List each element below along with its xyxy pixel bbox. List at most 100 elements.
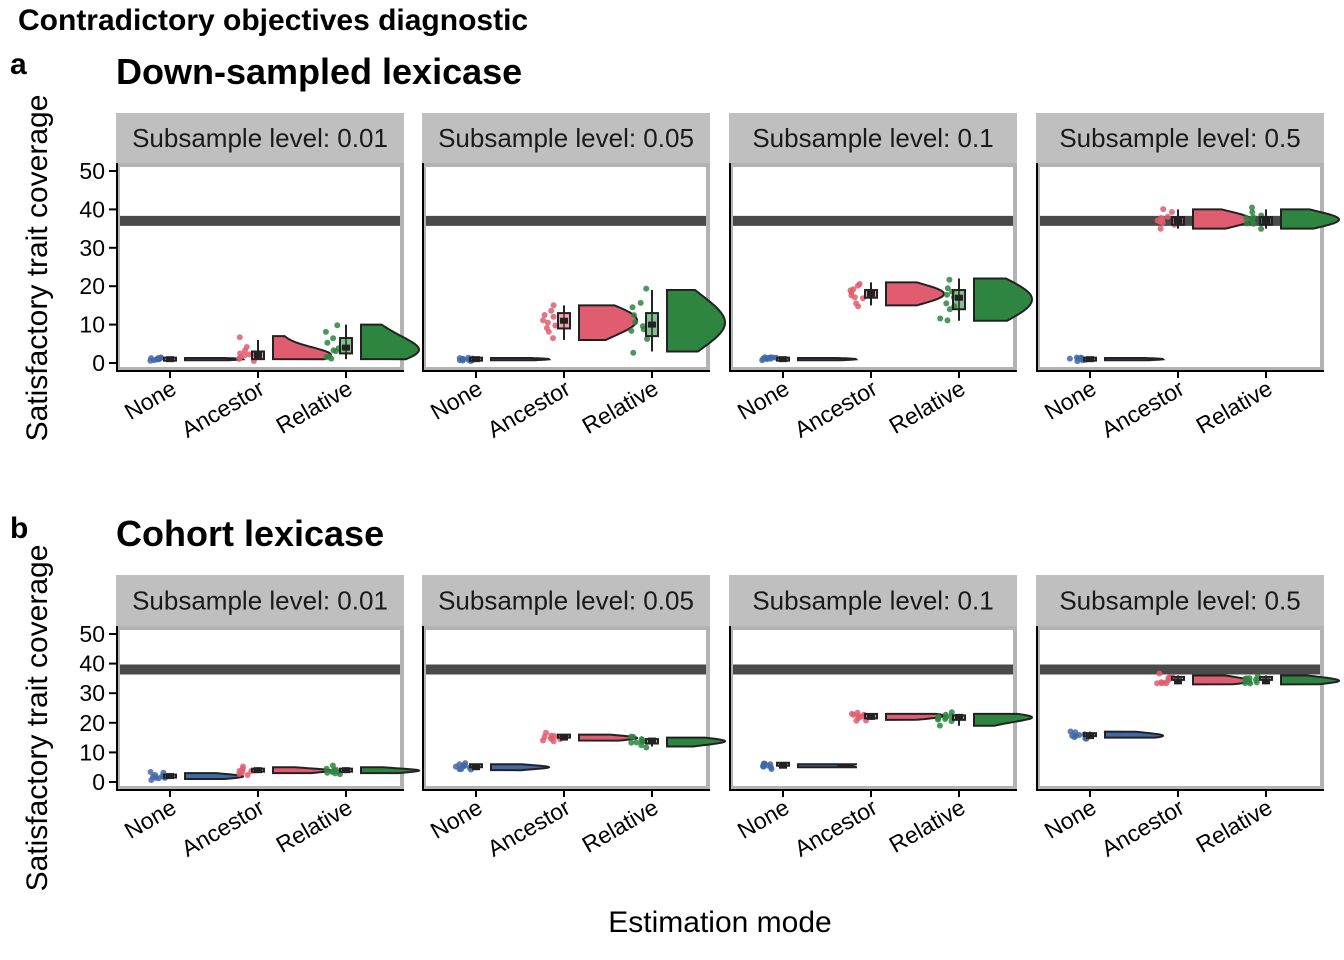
x-tick-label: Relative: [272, 375, 357, 439]
box-median: [867, 290, 875, 297]
point-relative: [944, 285, 951, 292]
point-ancestor: [544, 319, 551, 326]
point-relative: [1242, 675, 1249, 682]
point-relative: [643, 285, 650, 292]
facet-strip-label: Subsample level: 0.1: [752, 586, 993, 616]
point-none: [1078, 354, 1085, 361]
x-tick-label: Ancestor: [177, 794, 269, 862]
box-median: [342, 344, 350, 351]
point-ancestor: [541, 312, 548, 318]
panel-border: [1036, 626, 1324, 790]
point-relative: [944, 291, 950, 298]
point-relative: [944, 317, 951, 324]
box-median: [472, 356, 480, 363]
point-none: [1067, 728, 1074, 735]
point-ancestor: [847, 287, 854, 294]
box-median: [166, 773, 174, 780]
point-ancestor: [1156, 670, 1163, 677]
point-relative: [946, 306, 953, 313]
point-relative: [330, 768, 337, 775]
point-none: [767, 761, 774, 768]
point-none: [456, 761, 463, 768]
y-tick-label: 0: [92, 350, 105, 376]
point-ancestor: [236, 768, 243, 774]
box-median: [254, 767, 262, 774]
point-relative: [942, 711, 949, 718]
violin-relative: [1280, 674, 1340, 686]
point-relative: [936, 722, 943, 729]
y-tick-label: 50: [79, 158, 105, 184]
point-relative: [1250, 214, 1257, 221]
facet-strip-label: Subsample level: 0.05: [438, 586, 694, 616]
violin-none: [797, 763, 857, 769]
point-relative: [631, 312, 637, 319]
box-median: [1262, 217, 1270, 224]
box-median: [1086, 733, 1094, 740]
box-median: [779, 356, 787, 363]
facet-strip: [729, 113, 1017, 163]
point-ancestor: [548, 307, 555, 314]
point-ancestor: [856, 281, 863, 287]
point-relative: [943, 300, 950, 307]
figure-title: Contradictory objectives diagnostic: [18, 4, 528, 37]
panel-a-y-axis-title: Satisfactory trait coverage: [21, 95, 54, 442]
point-relative: [644, 336, 651, 342]
point-relative: [643, 744, 650, 751]
point-none: [462, 760, 469, 767]
x-tick-label: None: [733, 794, 794, 844]
point-ancestor: [543, 325, 550, 331]
panel-border: [1036, 163, 1324, 371]
panel-border: [729, 163, 1017, 371]
panel-b-tag: b: [10, 512, 28, 545]
violin-ancestor: [272, 335, 333, 361]
y-tick-label: 20: [79, 710, 105, 736]
panel-border: [422, 163, 710, 371]
violin-ancestor: [885, 712, 946, 721]
box-median: [779, 762, 787, 769]
violin-none: [1104, 730, 1165, 739]
x-tick-label: None: [1040, 794, 1101, 844]
facet-strip-label: Subsample level: 0.01: [132, 586, 388, 616]
facet-strip: [1036, 575, 1324, 626]
x-tick-label: None: [426, 375, 487, 425]
violin-ancestor: [272, 766, 333, 775]
violin-relative: [666, 288, 727, 353]
y-tick-label: 30: [79, 680, 105, 706]
point-ancestor: [550, 335, 556, 342]
violin-relative: [973, 277, 1034, 322]
facet-strip-label: Subsample level: 0.1: [752, 123, 993, 153]
box-median: [1174, 678, 1182, 685]
box-median: [1174, 217, 1182, 224]
panel-b-cohort: b Cohort lexicase Satisfactory trait cov…: [10, 512, 1340, 891]
y-tick-label: 10: [79, 739, 105, 765]
point-relative: [322, 328, 329, 335]
point-none: [152, 774, 159, 781]
point-ancestor: [237, 350, 244, 357]
x-axis-title: Estimation mode: [608, 906, 831, 939]
x-tick-label: Relative: [885, 794, 970, 858]
point-ancestor: [855, 715, 862, 722]
x-tick-label: None: [426, 794, 487, 844]
point-relative: [1243, 220, 1250, 227]
y-tick-label: 10: [79, 312, 105, 338]
point-ancestor: [1160, 206, 1167, 213]
point-ancestor: [244, 772, 251, 778]
x-tick-label: Ancestor: [1097, 375, 1189, 443]
point-relative: [323, 765, 330, 772]
facet-strip: [422, 113, 710, 163]
point-ancestor: [547, 735, 554, 742]
point-none: [156, 356, 163, 363]
point-ancestor: [550, 302, 557, 309]
point-relative: [937, 315, 944, 322]
box-median: [955, 294, 963, 301]
point-relative: [629, 304, 636, 311]
point-relative: [630, 349, 637, 356]
point-relative: [632, 319, 639, 326]
point-none: [759, 357, 766, 364]
point-ancestor: [236, 334, 243, 341]
point-ancestor: [1157, 225, 1164, 232]
